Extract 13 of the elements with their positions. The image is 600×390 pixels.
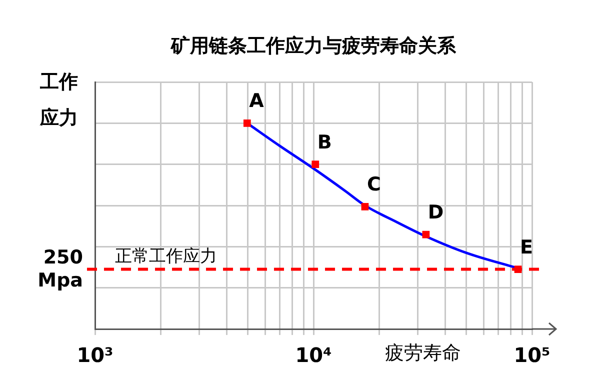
chart-title: 矿用链条工作应力与疲劳寿命关系 [170,35,457,57]
annotation: 250 Mpa [38,246,83,292]
x-tick-label: 10⁴ [295,343,332,368]
x-tick-label: 10⁵ [514,343,550,368]
annotation: C [366,174,381,196]
x-tick-label: 10³ [76,343,114,368]
annotation: E [520,236,534,258]
ref-line-label: 正常工作应力 [115,246,217,266]
annotation: B [317,131,332,154]
y-axis-title: 工作应力 [39,71,78,129]
annotation: D [428,202,444,224]
annotation: A [249,90,264,112]
x-axis-title: 疲劳寿命 [384,342,461,364]
